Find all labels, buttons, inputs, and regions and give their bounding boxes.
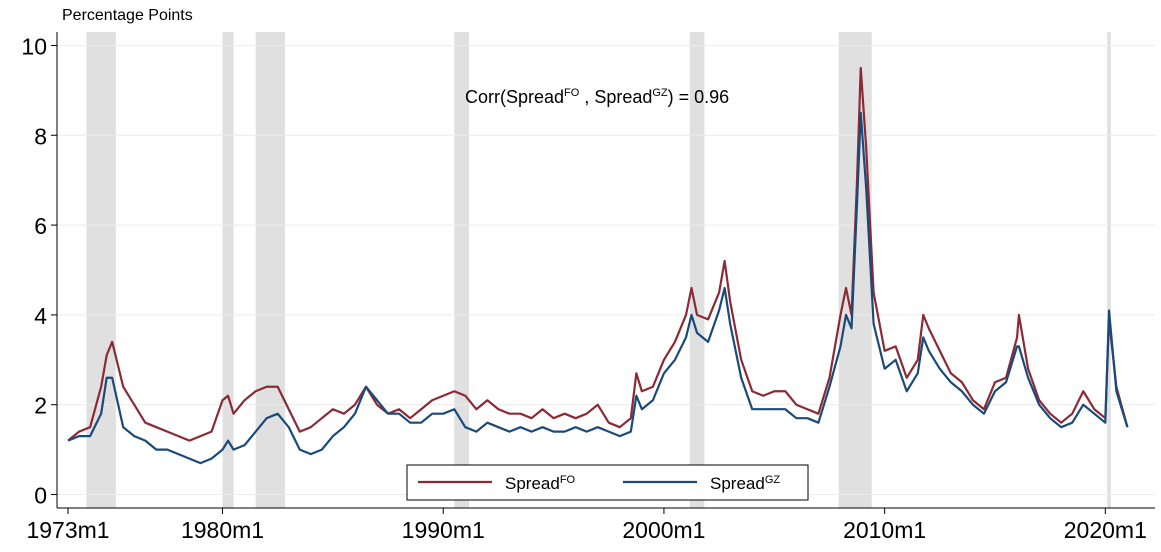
x-tick-label: 1973m1 <box>26 517 109 543</box>
annotation-part: ) = 0.96 <box>668 87 730 107</box>
x-tick-label: 2000m1 <box>622 517 705 543</box>
shaded-period <box>1107 32 1111 508</box>
shaded-period <box>222 32 234 508</box>
legend-sup: FO <box>560 474 576 486</box>
x-tick-label: 1980m1 <box>181 517 264 543</box>
x-tick-label: 2010m1 <box>843 517 926 543</box>
annotation-part: FO <box>564 87 580 99</box>
y-tick-label: 0 <box>34 483 47 509</box>
series-line <box>67 66 1129 442</box>
legend-name: Spread <box>710 474 765 493</box>
annotation-part: , Spread <box>579 87 652 107</box>
legend-label: SpreadFO <box>505 474 576 493</box>
y-tick-label: 2 <box>34 393 47 419</box>
legend-sup: GZ <box>765 474 781 486</box>
shaded-period <box>255 32 286 508</box>
y-tick-label: 10 <box>21 33 47 59</box>
annotation-part: Corr(Spread <box>465 87 564 107</box>
legend-label: SpreadGZ <box>710 474 780 493</box>
y-tick-label: 8 <box>34 123 47 149</box>
shaded-period <box>689 32 705 508</box>
annotation: Corr(SpreadFO , SpreadGZ) = 0.96 <box>465 87 729 107</box>
y-axis-label: Percentage Points <box>62 7 193 24</box>
series-line <box>67 111 1129 465</box>
shaded-period <box>86 32 116 508</box>
x-tick-label: 2020m1 <box>1064 517 1147 543</box>
shaded-period <box>838 32 872 508</box>
legend: SpreadFO SpreadGZ <box>406 464 809 501</box>
y-tick-label: 4 <box>34 303 47 329</box>
annotation-part: GZ <box>652 87 668 99</box>
shaded-period <box>454 32 469 508</box>
x-tick-label: 1990m1 <box>402 517 485 543</box>
legend-name: Spread <box>505 474 560 493</box>
y-tick-label: 6 <box>34 213 47 239</box>
